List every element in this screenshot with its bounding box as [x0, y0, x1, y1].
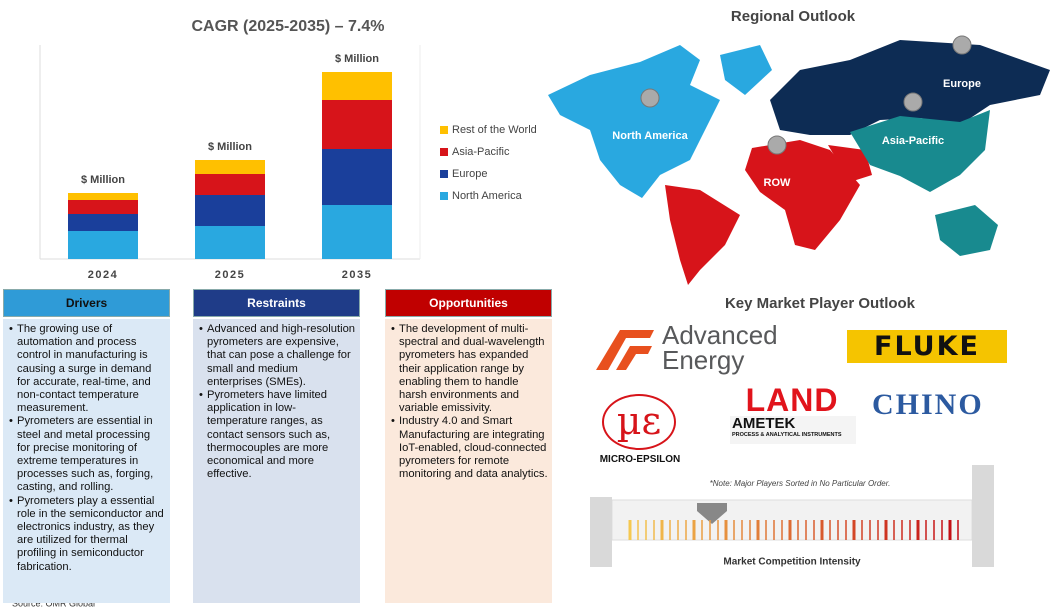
gauge-end [590, 497, 612, 567]
map-pin [903, 92, 923, 112]
legend-swatch [440, 192, 448, 200]
logo-chino: CHINO [872, 388, 984, 421]
panel-body: The growing use of automation and proces… [3, 319, 170, 603]
bar-segment [322, 72, 392, 100]
bullet-item: Pyrometers are essential in steel and me… [9, 415, 166, 494]
map-pin [952, 35, 972, 55]
bar-segment [68, 214, 138, 231]
logo-icon [596, 330, 654, 370]
bar-segment [322, 205, 392, 259]
region-australia [935, 205, 998, 256]
gauge-pointer-base [697, 503, 727, 511]
gauge-pointer [697, 511, 727, 524]
region-europe [770, 40, 1050, 135]
bar-segment [68, 193, 138, 200]
legend-swatch [440, 170, 448, 178]
gauge-label: Market Competition Intensity [723, 557, 861, 568]
panel-body: The development of multi-spectral and du… [385, 319, 552, 603]
logo-advanced-energy: Advanced Energy [594, 320, 804, 376]
bar-segment [68, 231, 138, 259]
bullet-item: Pyrometers play a essential role in the … [9, 495, 166, 574]
region-south-america [665, 185, 740, 285]
region-label: North America [612, 130, 688, 142]
bar-segment [68, 200, 138, 214]
competition-gauge: Market Competition Intensity [590, 465, 994, 568]
x-tick-label: 2035 [342, 269, 372, 281]
region-greenland [720, 45, 772, 95]
region-africa [745, 140, 860, 250]
region-asia-pacific [850, 110, 990, 192]
logo-text: Advanced Energy [662, 320, 778, 375]
players-note: *Note: Major Players Sorted in No Partic… [710, 479, 891, 488]
total-label: $ Million [335, 53, 379, 65]
bullet-item: The development of multi-spectral and du… [391, 323, 548, 415]
logo-text: AMETEK [732, 415, 796, 432]
bullet-item: Pyrometers have limited application in l… [199, 389, 356, 481]
region-label: ROW [764, 177, 792, 189]
legend-swatch [440, 148, 448, 156]
logo-mark: µε [602, 394, 676, 450]
total-label: $ Million [81, 174, 125, 186]
panel: Opportunities The development of multi-sp… [385, 289, 552, 603]
source: Source: OMR Global [12, 598, 95, 608]
legend-swatch [440, 126, 448, 134]
bar-segment [322, 100, 392, 149]
bar-segment [195, 160, 265, 174]
panel-header: Drivers [3, 289, 170, 317]
gauge-body [611, 499, 973, 541]
legend-label: Asia-Pacific [452, 146, 510, 158]
map-pin [767, 135, 787, 155]
map-title: Regional Outlook [731, 8, 856, 25]
world-map: Regional Outlook North America Europe As… [548, 8, 1050, 285]
region-label: Europe [943, 78, 981, 90]
players-title: Key Market Player Outlook [725, 295, 916, 312]
x-tick-label: 2025 [215, 269, 245, 281]
bullet-item: Industry 4.0 and Smart Manufacturing are… [391, 415, 548, 481]
total-label: $ Million [208, 141, 252, 153]
logo-ametek: AMETEK PROCESS & ANALYTICAL INSTRUMENTS [730, 416, 856, 444]
logo-subtext: PROCESS & ANALYTICAL INSTRUMENTS [732, 432, 842, 438]
logo-shape [596, 330, 654, 370]
panel: Drivers The growing use of automation and… [3, 289, 170, 603]
logo-micro-epsilon: µε MICRO-EPSILON [594, 394, 686, 465]
logo-land: LAND [745, 382, 839, 418]
bar-segment [195, 195, 265, 226]
x-tick-label: 2024 [88, 269, 118, 281]
logo-fluke: FLUKE [847, 330, 1007, 363]
panel: Restraints Advanced and high-resolution p… [193, 289, 360, 603]
region-middle-east [828, 145, 872, 182]
map-pin [640, 88, 660, 108]
logo-text: MICRO-EPSILON [599, 454, 681, 465]
panel-header: Restraints [193, 289, 360, 317]
bar-segment [195, 174, 265, 195]
legend-label: Rest of the World [452, 124, 537, 136]
bullet-item: The growing use of automation and proces… [9, 323, 166, 415]
chart-title: CAGR (2025-2035) – 7.4% [192, 18, 385, 35]
region-north-america [548, 45, 720, 198]
bullet-item: Advanced and high-resolution pyrometers … [199, 323, 356, 389]
panel-body: Advanced and high-resolution pyrometers … [193, 319, 360, 603]
bar-segment [195, 226, 265, 259]
legend-label: North America [452, 190, 523, 202]
region-label: Asia-Pacific [882, 135, 944, 147]
legend-label: Europe [452, 168, 487, 180]
gauge-end [972, 465, 994, 567]
bar-segment [322, 149, 392, 205]
panel-header: Opportunities [385, 289, 552, 317]
